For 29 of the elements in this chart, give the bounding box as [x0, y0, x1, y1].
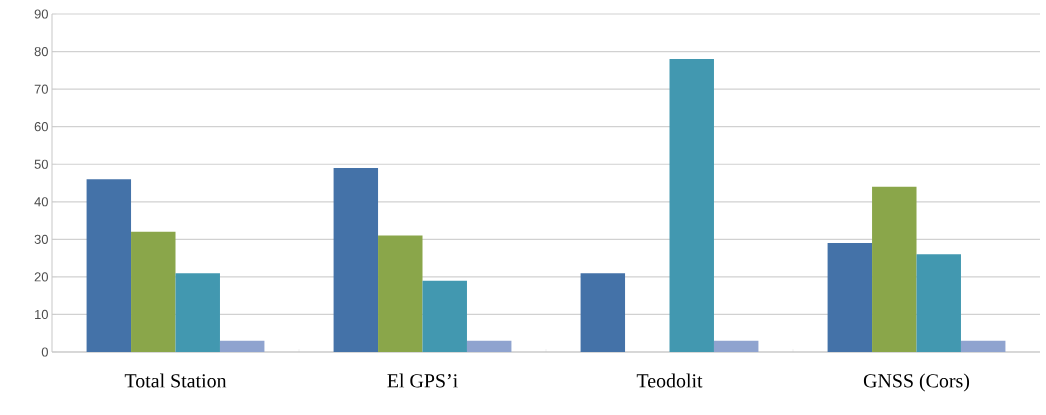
y-tick-label: 0	[41, 347, 48, 357]
x-tick-label: Total Station	[124, 373, 227, 388]
y-tick-label: 40	[34, 197, 48, 207]
bar	[175, 273, 220, 352]
y-tick-label: 60	[34, 122, 48, 132]
y-tick-label: 70	[34, 84, 48, 94]
y-tick-label: 80	[34, 46, 48, 57]
bar	[872, 186, 917, 352]
bar	[916, 254, 961, 352]
x-tick-label: GNSS (Cors)	[863, 373, 970, 392]
y-tick-label: 10	[35, 309, 48, 320]
x-tick-label: Teodolit	[636, 373, 703, 388]
bar	[333, 167, 379, 352]
y-tick-label: 50	[34, 159, 48, 169]
y-tick-label: 30	[34, 234, 48, 244]
bar	[669, 59, 714, 352]
x-tick-label: El GPS’i	[387, 373, 458, 388]
bar	[219, 340, 265, 352]
bar	[422, 280, 467, 352]
bar	[713, 340, 759, 352]
bar	[466, 340, 512, 352]
y-tick-label: 20	[34, 272, 48, 282]
bar	[86, 179, 132, 352]
bar	[827, 243, 873, 352]
y-tick-label: 90	[34, 9, 48, 19]
bar	[580, 273, 626, 352]
bar	[960, 340, 1006, 352]
bar	[378, 235, 423, 352]
bar	[131, 231, 176, 352]
